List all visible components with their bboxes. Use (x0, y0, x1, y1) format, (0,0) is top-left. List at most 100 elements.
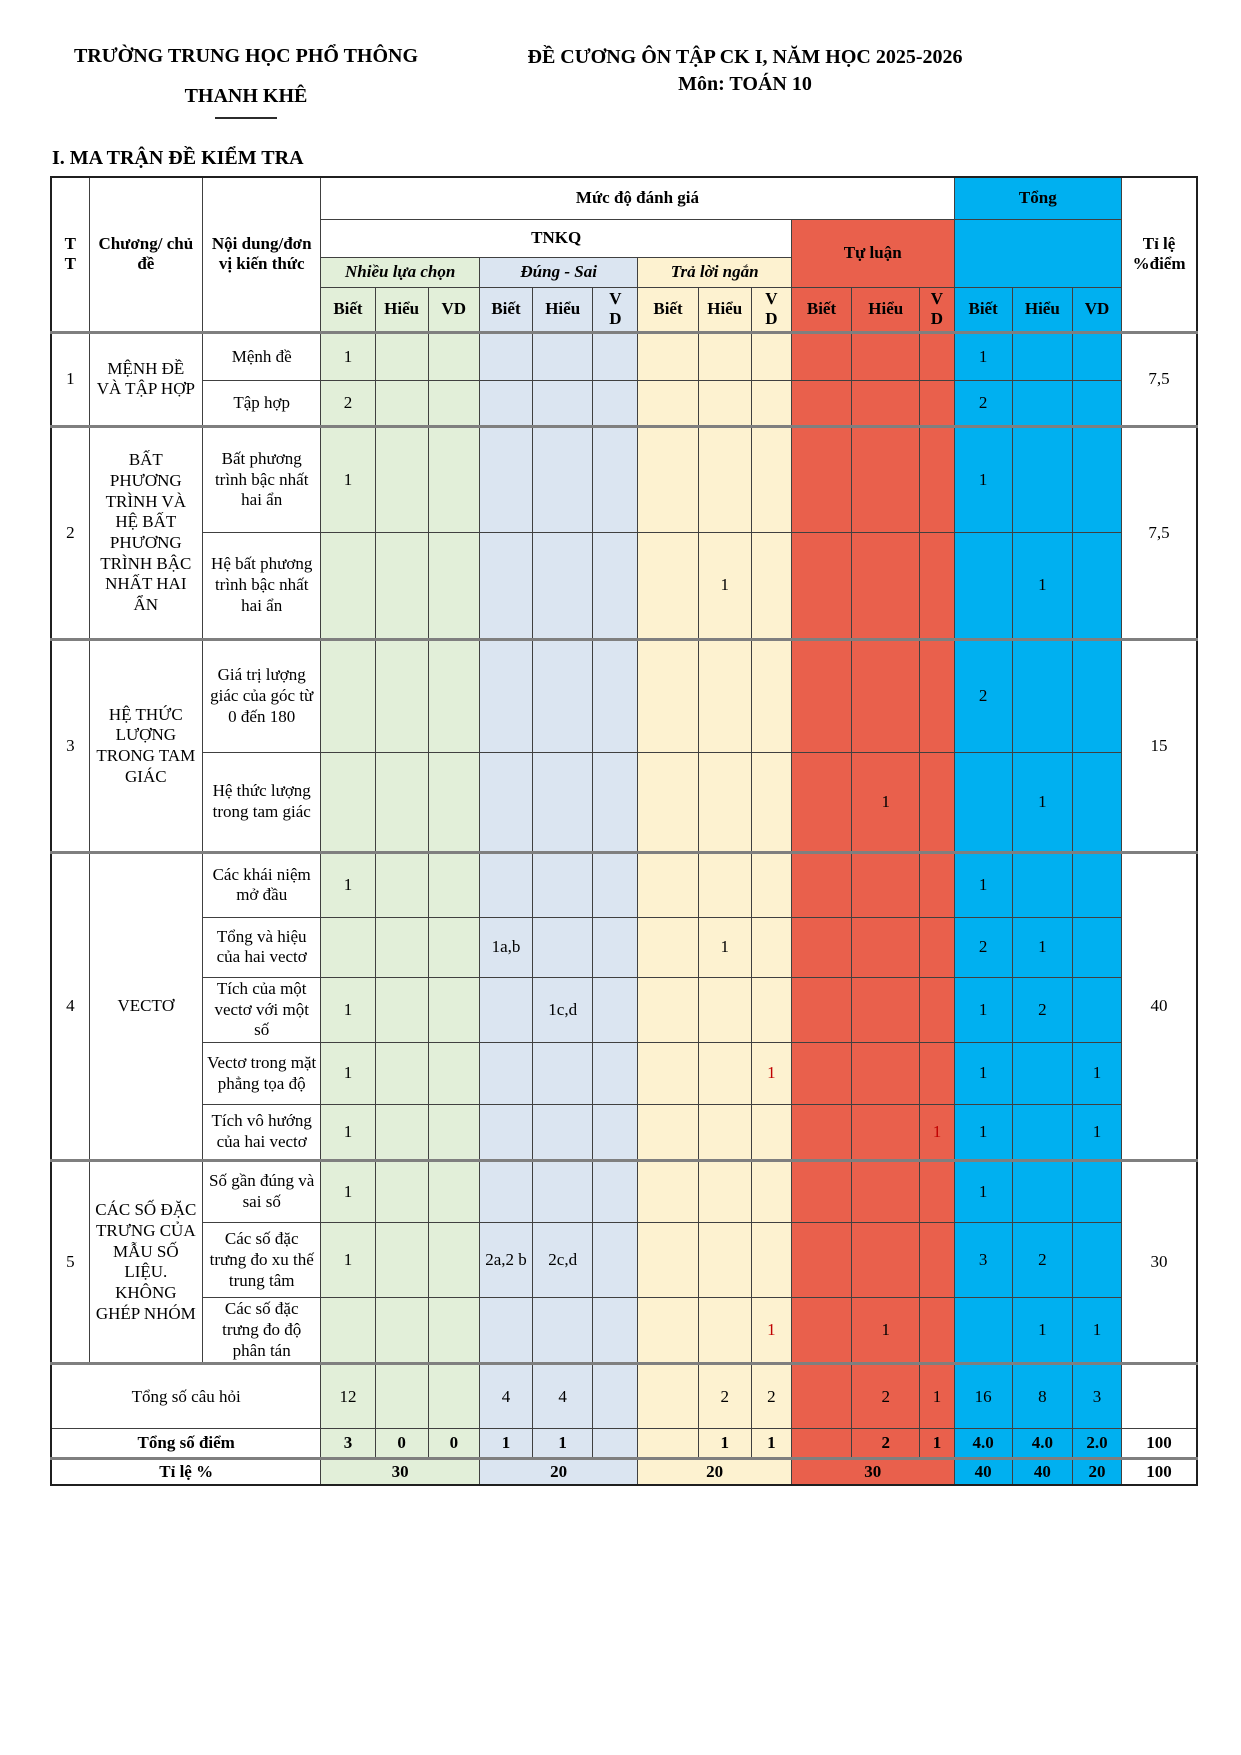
cell-tln-vd: 2 (750, 1362, 792, 1430)
cell-tln-hieu: 1 (697, 1428, 752, 1460)
cell-nlc-hieu (374, 1159, 429, 1224)
cell-nlc-hieu (374, 637, 429, 753)
footer-label: Tỉ lệ % (50, 1457, 322, 1486)
cell-tln-vd (750, 531, 792, 640)
cell-tln-vd (750, 637, 792, 753)
cell-nlc-biet: 2 (320, 379, 376, 427)
cell-tl-hieu: 1 (851, 1297, 921, 1365)
cell-tl-biet (790, 330, 853, 381)
cell-tong-hieu (1011, 1042, 1073, 1106)
percentage-row: Tỉ lệ % 30 20 20 30 40 40 20 100 (50, 1457, 1198, 1486)
total-points-row: Tổng số điểm 3 0 0 1 1 1 1 2 1 4.0 4.0 2… (50, 1428, 1198, 1460)
table-row: Hệ thức lượng trong tam giác 1 1 (51, 751, 1197, 853)
topic-cell: Mệnh đề (201, 330, 322, 381)
cell-nlc-hieu (374, 1362, 429, 1430)
col-header-percent: Tỉ lệ %điểm (1121, 176, 1198, 333)
cell-tong-vd: 2.0 (1071, 1428, 1123, 1460)
cell-tln-biet (637, 531, 699, 640)
cell-tong-biet (953, 751, 1013, 853)
cell-nlc-vd (427, 976, 480, 1044)
col-header-tln-vd: V D (750, 286, 792, 333)
cell-tl-hieu: 2 (851, 1428, 921, 1460)
cell-tong-biet: 2 (953, 379, 1013, 427)
cell-tl-biet (790, 1297, 853, 1365)
cell-ds-hieu: 2c,d (532, 1222, 594, 1299)
cell-tl-vd (919, 330, 955, 381)
topic-cell: Các số đặc trưng đo độ phân tán (201, 1297, 322, 1365)
cell-tln-hieu (697, 850, 752, 918)
cell-tln-biet (637, 330, 699, 381)
cell-ds-hieu (532, 1159, 594, 1224)
divider-line (215, 117, 277, 119)
cell-tong-biet: 2 (953, 637, 1013, 753)
cell-nlc-hieu (374, 531, 429, 640)
topic-cell: Các số đặc trưng đo xu thế trung tâm (201, 1222, 322, 1299)
cell-tln-vd (750, 976, 792, 1044)
cell-nlc-vd (427, 916, 480, 978)
cell-nlc-vd (427, 751, 480, 853)
cell-tln-vd (750, 1104, 792, 1162)
total-questions-row: Tổng số câu hỏi 12 4 4 2 2 2 1 16 8 3 (50, 1362, 1198, 1430)
col-header-assessment-level: Mức độ đánh giá (320, 176, 955, 220)
cell-ds-biet (478, 1159, 534, 1224)
cell-tln-biet (637, 751, 699, 853)
cell-tln-hieu (697, 424, 752, 533)
topic-cell: Các khái niệm mở đầu (201, 850, 322, 918)
cell-nlc-biet: 1 (320, 1222, 376, 1299)
table-row: 5 CÁC SỐ ĐẶC TRƯNG CỦA MẪU SỐ LIỆU. KHÔN… (50, 1159, 1198, 1365)
cell-tln-hieu (697, 1104, 752, 1162)
cell-tln-hieu (697, 330, 752, 381)
cell-tln-vd (750, 1159, 792, 1224)
cell-tln-biet (637, 1104, 699, 1162)
cell-ds-hieu (532, 850, 594, 918)
table-row: Các số đặc trưng đo độ phân tán 1 1 1 1 (51, 1297, 1197, 1365)
col-header-ds-vd: V D (592, 286, 639, 333)
cell-tl-vd (919, 637, 955, 753)
topic-cell: Tích của một vectơ với một số (201, 976, 322, 1044)
cell-tln-hieu (697, 1222, 752, 1299)
cell-tong-biet: 3 (953, 1222, 1013, 1299)
page: TRƯỜNG TRUNG HỌC PHỔ THÔNG THANH KHÊ ĐỀ … (50, 44, 1198, 1486)
school-block: TRƯỜNG TRUNG HỌC PHỔ THÔNG THANH KHÊ (50, 44, 442, 119)
cell-tln-vd (750, 330, 792, 381)
cell-nlc-vd (427, 1104, 480, 1162)
cell-ds-vd (592, 976, 639, 1044)
cell-ds-vd (592, 751, 639, 853)
chapter-cell: VECTƠ (88, 850, 204, 1162)
cell-tl-biet (790, 1428, 853, 1460)
cell-tong-biet: 1 (953, 424, 1013, 533)
cell-tl-biet (790, 1104, 853, 1162)
col-header-nlc-biet: Biết (320, 286, 376, 333)
cell-tln-vd (750, 379, 792, 427)
title-block: ĐỀ CƯƠNG ÔN TẬP CK I, NĂM HỌC 2025-2026 … (442, 44, 1048, 98)
col-header-ds-biet: Biết (478, 286, 534, 333)
cell-nlc-vd (427, 531, 480, 640)
table-row: Vectơ trong mặt phẳng tọa độ 1 1 1 1 (51, 1042, 1197, 1106)
col-header-total: Tổng (953, 176, 1123, 220)
cell-tl-vd (919, 531, 955, 640)
cell-ds-hieu (532, 1104, 594, 1162)
cell-tln-hieu (697, 976, 752, 1044)
col-header-tt: T T (50, 176, 90, 333)
cell-tong-biet (953, 1297, 1013, 1365)
cell-tong-hieu: 1 (1011, 916, 1073, 978)
cell-tong-hieu (1011, 424, 1073, 533)
cell-ds-hieu (532, 330, 594, 381)
col-header-nlc-hieu: Hiểu (374, 286, 429, 333)
topic-cell: Hệ bất phương trình bậc nhất hai ẩn (201, 531, 322, 640)
cell-tong-vd: 20 (1071, 1457, 1123, 1486)
cell-tln-hieu: 2 (697, 1362, 752, 1430)
col-header-tln-biet: Biết (637, 286, 699, 333)
cell-tl-biet (790, 1042, 853, 1106)
cell-ds-vd (592, 637, 639, 753)
percent-cell: 7,5 (1121, 330, 1198, 427)
cell-ds-vd (592, 1222, 639, 1299)
cell-ds-vd (592, 850, 639, 918)
cell-tl-hieu: 1 (851, 751, 921, 853)
cell-nlc-vd (427, 1222, 480, 1299)
cell-nlc-biet (320, 1297, 376, 1365)
cell-nlc-hieu (374, 850, 429, 918)
table-row: Hệ bất phương trình bậc nhất hai ẩn 1 1 (51, 531, 1197, 640)
col-header-tl-vd: V D (919, 286, 955, 333)
cell-ds-biet (478, 330, 534, 381)
